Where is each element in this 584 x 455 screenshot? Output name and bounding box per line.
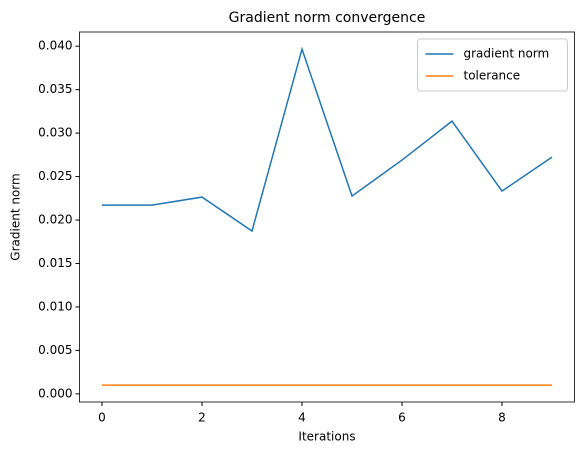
x-tick-label: 0 <box>98 411 106 425</box>
plot-frame <box>79 31 575 403</box>
legend-label: tolerance <box>464 69 521 83</box>
y-tick-label: 0.030 <box>38 126 72 140</box>
x-tick-label: 8 <box>498 411 506 425</box>
x-tick-label: 2 <box>198 411 206 425</box>
chart-title: Gradient norm convergence <box>229 10 426 26</box>
y-tick-label: 0.010 <box>38 299 72 313</box>
x-tick-label: 6 <box>398 411 406 425</box>
y-tick-label: 0.000 <box>38 386 72 400</box>
y-axis-label: Gradient norm <box>9 173 23 260</box>
y-tick-label: 0.015 <box>38 256 72 270</box>
y-tick-label: 0.020 <box>38 213 72 227</box>
y-tick-label: 0.025 <box>38 169 72 183</box>
legend-box <box>417 38 568 92</box>
data-line <box>102 46 553 233</box>
x-tick-label: 4 <box>298 411 306 425</box>
y-tick-label: 0.040 <box>38 39 72 53</box>
y-tick-label: 0.035 <box>38 82 72 96</box>
y-tick-label: 0.005 <box>38 343 72 357</box>
x-axis-label: Iterations <box>298 430 355 444</box>
legend-label: gradient norm <box>464 47 550 61</box>
